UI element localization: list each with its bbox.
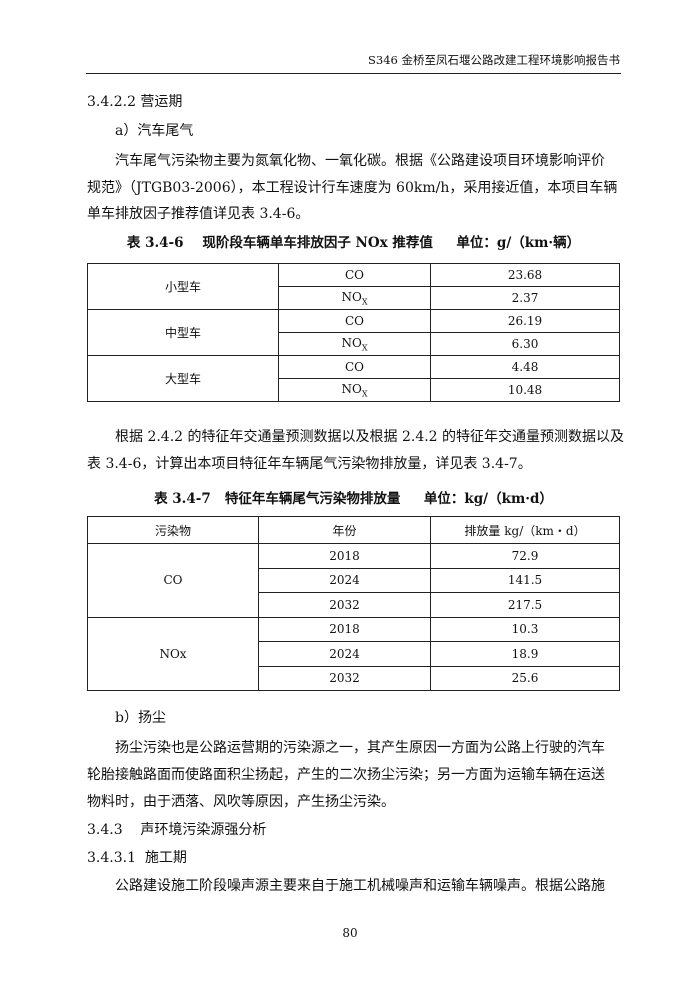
- column-header: 年份: [258, 516, 431, 544]
- running-header: S346 金桥至凤石堰公路改建工程环境影响报告书: [368, 53, 620, 67]
- emission-volume-table: 污染物 年份 排放量 kg/（km・d） CO 2018 72.9 2024 141.5 …: [87, 516, 620, 691]
- subheading-a: a）汽车尾气: [115, 123, 194, 139]
- table-row: NOX 2.37: [88, 286, 620, 310]
- value: 26.19: [430, 309, 620, 333]
- year: 2018: [258, 616, 431, 642]
- pollutant: NOX: [278, 332, 431, 356]
- table-row: 2024 18.9: [88, 641, 620, 667]
- table-header-row: 污染物 年份 排放量 kg/（km・d）: [87, 516, 620, 544]
- table-row: 中型车 CO 26.19: [87, 309, 620, 356]
- value: 23.68: [430, 263, 620, 287]
- year: 2024: [258, 567, 431, 593]
- value: 72.9: [430, 543, 620, 569]
- pollutant: CO: [278, 355, 431, 379]
- year: 2032: [258, 592, 431, 618]
- table-row: CO 2018 72.9: [87, 543, 620, 618]
- header-rule: [86, 73, 621, 74]
- year: 2032: [258, 665, 431, 691]
- paragraph-line: 表 3.4-6，计算出本项目特征年车辆尾气污染物排放量，详见表 3.4-7。: [87, 456, 532, 472]
- pollutant: NOx: [87, 616, 259, 691]
- value: 141.5: [430, 567, 620, 593]
- value: 10.48: [430, 378, 620, 402]
- page-number: 80: [342, 926, 358, 940]
- pollutant: NOX: [278, 378, 431, 402]
- value: 18.9: [430, 641, 620, 667]
- value: 2.37: [430, 286, 620, 310]
- year: 2018: [258, 543, 431, 569]
- section-heading: 3.4.2.2 营运期: [87, 94, 183, 110]
- table-caption: 表 3.4-6 现阶段车辆单车排放因子 NOx 推荐值 单位：g/（km·辆）: [126, 235, 581, 251]
- paragraph-line: 扬尘污染也是公路运营期的污染源之一，其产生原因一方面为公路上行驶的汽车: [115, 740, 605, 756]
- year: 2024: [258, 641, 431, 667]
- pollutant: CO: [87, 543, 259, 618]
- paragraph-line: 物料时，由于洒落、风吹等原因，产生扬尘污染。: [87, 794, 395, 810]
- table-row: NOX 10.48: [88, 378, 620, 402]
- column-header: 排放量 kg/（km・d）: [430, 516, 620, 544]
- value: 4.48: [430, 355, 620, 379]
- paragraph-line: 规范》（JTGB03-2006），本工程设计行车速度为 60km/h，采用接近值…: [87, 180, 618, 196]
- paragraph-line: 单车排放因子推荐值详见表 3.4-6。: [87, 206, 310, 222]
- value: 6.30: [430, 332, 620, 356]
- value: 10.3: [430, 616, 620, 642]
- value: 217.5: [430, 592, 620, 618]
- column-header: 污染物: [87, 516, 259, 544]
- paragraph-line: 轮胎接触路面而使路面积尘扬起，产生的二次扬尘污染；另一方面为运输车辆在运送: [87, 767, 605, 783]
- table-row: 小型车 CO 23.68: [87, 263, 620, 310]
- table-row: NOx 2018 10.3: [87, 616, 620, 691]
- vehicle-type: 小型车: [87, 263, 279, 310]
- subheading-b: b）扬尘: [115, 710, 166, 726]
- paragraph-line: 公路建设施工阶段噪声源主要来自于施工机械噪声和运输车辆噪声。根据公路施: [115, 878, 605, 894]
- pollutant: CO: [278, 309, 431, 333]
- emission-factor-table: 小型车 CO 23.68 NOX 2.37 中型车 CO 26.19 NOX 6.30 大型…: [87, 263, 620, 402]
- vehicle-type: 中型车: [87, 309, 279, 356]
- table-row: 大型车 CO 4.48: [87, 355, 620, 402]
- pollutant: CO: [278, 263, 431, 287]
- vehicle-type: 大型车: [87, 355, 279, 402]
- paragraph-line: 根据 2.4.2 的特征年交通量预测数据以及根据 2.4.2 的特征年交通量预测…: [115, 429, 625, 445]
- value: 25.6: [430, 665, 620, 691]
- table-row: 2032 25.6: [88, 665, 620, 691]
- section-heading: 3.4.3.1 施工期: [87, 850, 187, 866]
- paragraph-line: 汽车尾气污染物主要为氮氧化物、一氧化碳。根据《公路建设项目环境影响评价: [115, 153, 605, 169]
- section-heading: 3.4.3 声环境污染源强分析: [87, 822, 267, 838]
- table-caption: 表 3.4-7 特征年车辆尾气污染物排放量 单位：kg/（km·d）: [154, 491, 553, 507]
- pollutant: NOX: [278, 286, 431, 310]
- table-row: 2032 217.5: [88, 592, 620, 618]
- table-row: NOX 6.30: [88, 332, 620, 356]
